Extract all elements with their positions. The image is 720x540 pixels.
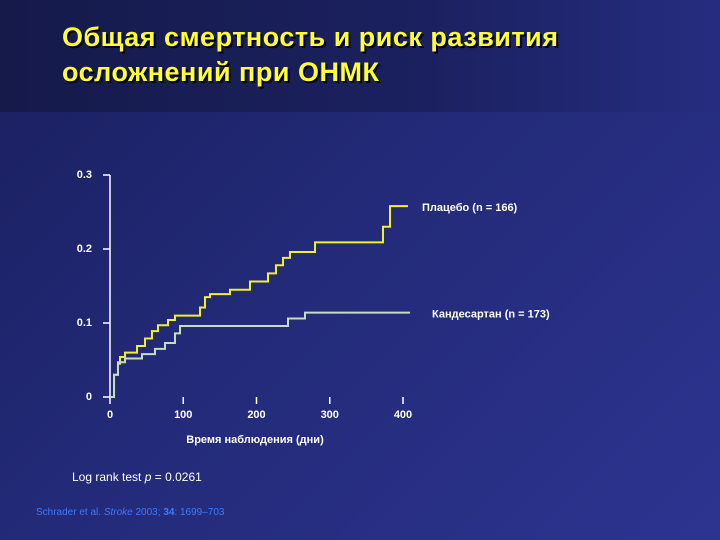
x-tick-label: 0: [107, 409, 113, 421]
title-line: осложнений при ОНМК: [62, 57, 380, 87]
citation-text: Schrader et al.: [36, 507, 104, 518]
citation: Schrader et al. Stroke 2003; 34: 1699–70…: [36, 507, 225, 518]
citation-text: 2003;: [132, 507, 164, 518]
x-tick-label: 300: [321, 409, 339, 421]
step-line: [110, 205, 408, 398]
y-tick-label: 0.3: [77, 169, 92, 181]
title-line: Общая смертность и риск развития: [62, 22, 559, 52]
step-line: [110, 311, 411, 398]
annotation-text: = 0.0261: [151, 470, 202, 484]
y-tick-label: 0.1: [77, 317, 92, 329]
citation-text: : 1699–703: [174, 507, 225, 518]
x-tick-label: 200: [247, 409, 265, 421]
y-tick-label: 0: [86, 391, 92, 403]
x-axis-label: Время наблюдения (дни): [186, 434, 324, 446]
series-label: Кандесартан (n = 173): [432, 309, 550, 321]
citation-text: Stroke: [103, 507, 133, 518]
title-band: [0, 0, 720, 112]
annotation-text: p: [144, 470, 152, 484]
annotation: Log rank test p = 0.0261: [72, 470, 202, 484]
y-tick-label: 0.2: [77, 243, 92, 255]
series-label: Плацебо (n = 166): [422, 202, 518, 214]
citation-text: 34: [163, 507, 175, 518]
x-tick-label: 100: [174, 409, 192, 421]
annotation-text: Log rank test: [72, 470, 145, 484]
x-tick-label: 400: [394, 409, 412, 421]
